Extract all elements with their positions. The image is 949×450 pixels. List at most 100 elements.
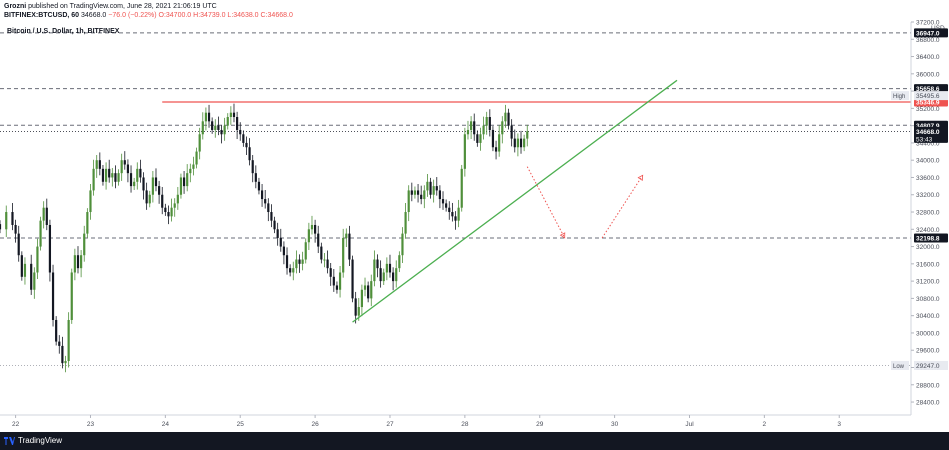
bar-countdown-timer: 53:43 xyxy=(916,136,933,143)
candle-body xyxy=(92,168,95,191)
candle-body xyxy=(441,199,445,204)
symbol-exchange[interactable]: BITFINEX:BTCUSD, 60 xyxy=(4,12,80,19)
marker-price-tag xyxy=(914,91,948,101)
candle-body xyxy=(111,173,114,178)
y-tick-label: 35200.0 xyxy=(916,106,940,113)
candle-body xyxy=(329,268,332,277)
tradingview-brand[interactable]: TradingView xyxy=(18,436,63,445)
footer-bar: TradingView xyxy=(0,432,949,450)
publisher-name[interactable]: Grozni xyxy=(4,3,27,10)
level-price-label: 35658.6 xyxy=(916,86,940,93)
candle-body xyxy=(379,268,382,282)
candle-body xyxy=(195,151,198,165)
x-tick-label: 2 xyxy=(763,421,767,428)
candle-body xyxy=(304,242,307,260)
candle-body xyxy=(519,138,523,148)
candle-body xyxy=(45,207,48,225)
candle-body xyxy=(335,285,339,290)
y-tick-label: 36800.0 xyxy=(916,37,940,44)
candle-body xyxy=(173,203,176,208)
level-price-tag xyxy=(914,28,948,38)
y-tick-label: 34400.0 xyxy=(916,140,940,147)
candle-body xyxy=(120,160,123,174)
candle-body xyxy=(33,272,36,290)
projection-arrowhead xyxy=(559,232,566,239)
candle-body xyxy=(161,194,164,208)
candle-body xyxy=(320,246,323,260)
x-tick-label: 3 xyxy=(837,421,841,428)
candle-body xyxy=(154,177,158,187)
candle-body xyxy=(80,255,83,269)
candle-body xyxy=(11,212,14,225)
candle-body xyxy=(73,255,76,273)
candle-body xyxy=(451,212,454,217)
candle-body xyxy=(245,142,248,148)
candle-body xyxy=(448,207,451,213)
y-tick-label: 28800.0 xyxy=(916,382,940,389)
candle-body xyxy=(83,233,86,256)
candle-body xyxy=(307,229,310,243)
candle-body xyxy=(382,272,385,282)
candle-body xyxy=(98,160,101,169)
candle-body xyxy=(445,203,448,208)
candle-body xyxy=(373,259,376,282)
candle-body xyxy=(295,259,298,269)
candle-body xyxy=(64,361,67,364)
candle-body xyxy=(176,194,179,204)
candle-body xyxy=(139,168,142,178)
candle-body xyxy=(485,117,488,126)
y-tick-label: 32400.0 xyxy=(916,227,940,234)
candle-body xyxy=(482,125,485,135)
y-tick-label: 30000.0 xyxy=(916,330,940,337)
x-tick-label: 29 xyxy=(536,421,544,428)
published-info: published on TradingView.com, June 28, 2… xyxy=(26,3,217,10)
candle-body xyxy=(217,125,220,130)
candle-body xyxy=(376,259,379,269)
candle-body xyxy=(392,272,395,282)
candle-body xyxy=(423,190,426,200)
candle-body xyxy=(67,319,70,362)
candle-body xyxy=(317,233,320,247)
candle-body xyxy=(491,129,495,148)
candle-body xyxy=(351,259,354,299)
candle-body xyxy=(123,160,126,165)
level-price-tag xyxy=(914,233,948,243)
candle-body xyxy=(248,147,251,161)
candle-body xyxy=(167,212,170,217)
candle-body xyxy=(507,112,510,126)
y-tick-label: 37200.0 xyxy=(916,20,940,27)
candle-body xyxy=(498,134,501,152)
candle-body xyxy=(136,168,139,182)
candle-body xyxy=(223,125,226,135)
candle-body xyxy=(20,255,23,277)
marker-tag-bg xyxy=(891,360,909,370)
candle-body xyxy=(348,233,351,260)
x-tick-label: 23 xyxy=(87,421,95,428)
candle-body xyxy=(357,307,360,316)
horizontal-levels xyxy=(0,32,911,366)
candle-body xyxy=(282,246,286,256)
candle-body xyxy=(254,173,257,182)
candle-body xyxy=(226,117,229,126)
candle-body xyxy=(416,190,420,195)
candle-body xyxy=(404,212,407,234)
candle-body xyxy=(454,216,457,221)
y-tick-label: 36000.0 xyxy=(916,71,940,78)
candle-body xyxy=(338,272,342,290)
candle-body xyxy=(108,168,111,178)
candle-body xyxy=(476,134,479,143)
candle-body xyxy=(51,272,55,320)
candle-body xyxy=(370,281,373,299)
y-tick-label: 30800.0 xyxy=(916,296,940,303)
candle-body xyxy=(429,181,432,195)
marker-price-label: 29247.0 xyxy=(916,363,940,370)
candle-body xyxy=(435,186,438,191)
y-tick-label: 32000.0 xyxy=(916,244,940,251)
candle-body xyxy=(501,121,504,135)
candle-body xyxy=(42,207,45,221)
candle-body xyxy=(504,112,507,122)
candle-body xyxy=(182,177,186,187)
x-tick-label: 24 xyxy=(162,421,170,428)
marker-tag: High xyxy=(893,94,905,100)
